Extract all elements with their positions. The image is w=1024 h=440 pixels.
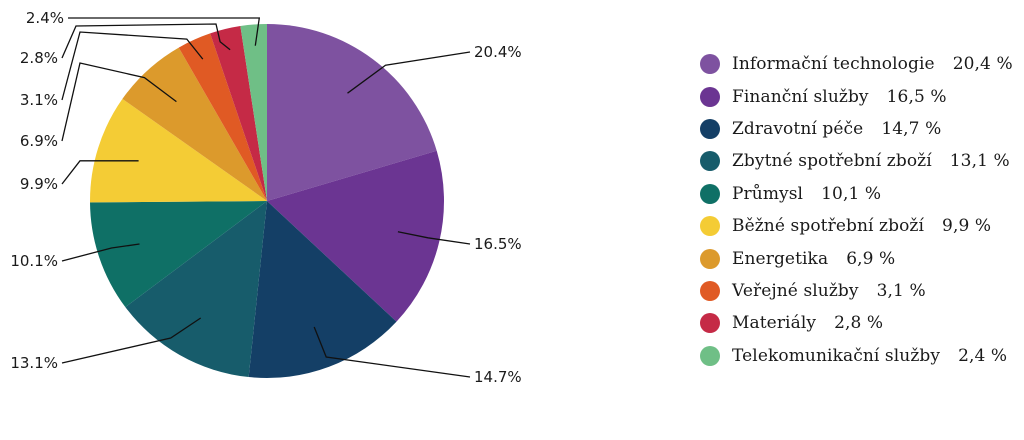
- leader-lines: [61, 17, 471, 378]
- legend-item: Zbytné spotřební zboží 13,1 %: [700, 145, 1024, 177]
- legend-value: 9,9 %: [942, 216, 992, 237]
- pie-slice-4: [125, 201, 267, 378]
- legend-item: Veřejné služby 3,1 %: [700, 275, 1024, 307]
- legend-item: Běžné spotřební zboží 9,9 %: [700, 210, 1024, 242]
- legend-swatch: [700, 118, 720, 139]
- legend-label: Zdravotní péče: [732, 118, 864, 139]
- legend-label: Průmysl: [732, 183, 804, 204]
- legend-swatch: [700, 151, 720, 172]
- legend-value: 16,5 %: [886, 86, 947, 107]
- pie-slice-3: [248, 201, 397, 379]
- slice-label-2: 16.5%: [474, 235, 522, 253]
- legend-swatch: [700, 345, 720, 366]
- leader-line-3: [313, 326, 471, 378]
- slice-label-7: 6.9%: [20, 132, 58, 150]
- leader-line-5: [61, 243, 140, 262]
- legend-value: 20,4 %: [952, 54, 1013, 75]
- legend-item: Průmysl 10,1 %: [700, 178, 1024, 210]
- legend-label: Informační technologie: [732, 54, 935, 75]
- legend-label: Běžné spotřební zboží: [732, 216, 925, 237]
- legend-label: Veřejné služby: [732, 280, 859, 301]
- leader-line-8: [61, 31, 204, 101]
- legend-label: Energetika: [732, 248, 829, 269]
- legend-item: Materiály 2,8 %: [700, 307, 1024, 339]
- legend-value: 3,1 %: [876, 280, 926, 301]
- legend-item: Finanční služby 16,5 %: [700, 80, 1024, 112]
- legend-value: 13,1 %: [949, 151, 1010, 172]
- leader-line-1: [347, 51, 471, 94]
- slice-label-6: 9.9%: [20, 175, 58, 193]
- leader-line-7: [61, 62, 177, 142]
- legend-value: 10,1 %: [821, 183, 882, 204]
- pie-chart: 20.4% 16.5% 14.7% 13.1% 10.1% 9.9% 6.9% 3.1% 2.8…: [10, 9, 521, 386]
- slice-label-4: 13.1%: [10, 354, 58, 372]
- legend-swatch: [700, 313, 720, 334]
- leader-line-10: [68, 17, 261, 46]
- legend-label: Zbytné spotřební zboží: [732, 151, 932, 172]
- slice-label-9: 2.8%: [20, 49, 58, 67]
- pie-slice-2: [267, 150, 444, 322]
- legend-label: Materiály: [732, 313, 817, 334]
- legend-swatch: [700, 183, 720, 204]
- legend-swatch: [700, 248, 720, 269]
- legend-item: Telekomunikační služby 2,4 %: [700, 340, 1024, 372]
- slice-label-8: 3.1%: [20, 91, 58, 109]
- leader-line-2: [397, 231, 471, 245]
- slice-label-3: 14.7%: [474, 368, 522, 386]
- pie-slice-10: [240, 23, 267, 201]
- legend-item: Energetika 6,9 %: [700, 242, 1024, 274]
- legend-swatch: [700, 86, 720, 107]
- pie-slice-1: [267, 24, 437, 201]
- legend-item: Informační technologie 20,4 %: [700, 48, 1024, 80]
- pie-slice-6: [90, 98, 267, 203]
- pie-slice-8: [178, 33, 267, 201]
- slice-label-10: 2.4%: [26, 9, 64, 27]
- leader-line-9: [61, 23, 231, 59]
- leader-line-4: [61, 317, 202, 364]
- leader-line-6: [61, 160, 139, 185]
- legend-label: Telekomunikační služby: [732, 345, 941, 366]
- pie-slice-5: [90, 201, 267, 308]
- slice-labels: 20.4% 16.5% 14.7% 13.1% 10.1% 9.9% 6.9% 3.1% 2.8…: [10, 9, 521, 386]
- legend-swatch: [700, 280, 720, 301]
- legend-value: 2,8 %: [834, 313, 884, 334]
- legend-item: Zdravotní péče 14,7 %: [700, 113, 1024, 145]
- legend: Informační technologie 20,4 % Finanční slu…: [700, 48, 1024, 372]
- legend-value: 6,9 %: [846, 248, 896, 269]
- legend-label: Finanční služby: [732, 86, 869, 107]
- pie-slices: [90, 23, 444, 379]
- slice-label-5: 10.1%: [10, 252, 58, 270]
- pie-slice-9: [210, 26, 267, 202]
- legend-value: 14,7 %: [881, 118, 942, 139]
- legend-swatch: [700, 216, 720, 237]
- legend-value: 2,4 %: [958, 345, 1008, 366]
- pie-slice-7: [122, 47, 267, 201]
- legend-swatch: [700, 54, 720, 75]
- slice-label-1: 20.4%: [474, 43, 522, 61]
